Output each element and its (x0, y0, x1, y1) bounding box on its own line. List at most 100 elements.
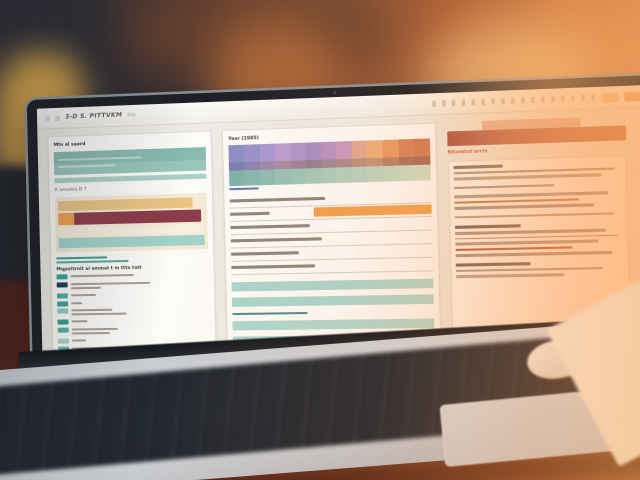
row-label (230, 212, 270, 216)
list-item-text (71, 307, 210, 317)
table-stripe (232, 278, 433, 291)
webcam-icon (333, 91, 336, 94)
heatmap-cell (336, 167, 352, 183)
panel-left: Mtn al saord A amastra B 7 Mqpattrnit al… (47, 130, 217, 374)
list-item-text (71, 299, 210, 306)
heatmap-cell (260, 169, 276, 185)
heatmap-cell (245, 169, 261, 185)
toolbar-action-button[interactable] (601, 92, 618, 102)
app-title: 3-D S. PITTVKM (65, 112, 123, 121)
chart-bar (58, 210, 202, 226)
text-line (454, 184, 554, 189)
heatmap (229, 138, 431, 186)
section-label: A amastra B 7 (55, 185, 169, 193)
list-item[interactable] (57, 291, 210, 299)
chart-link[interactable] (56, 260, 129, 264)
chart-bar (58, 197, 193, 211)
row-label (231, 252, 298, 256)
heatmap-cell (306, 168, 322, 184)
panel-header-bar (447, 125, 627, 146)
toolbar-icon-strip[interactable] (432, 94, 596, 107)
teal-banner (54, 147, 207, 175)
bar-cap (58, 213, 74, 225)
heatmap-cell (367, 166, 383, 182)
text-line (455, 240, 598, 246)
heatmap-cell (382, 139, 398, 157)
horizontal-bar-chart (55, 193, 209, 253)
text-line (453, 173, 601, 180)
list-header: Mqpattrnit al ammat t m ttta tatt (56, 265, 170, 272)
heatmap-cell (352, 166, 368, 182)
heatmap-cell (351, 140, 367, 158)
list-item-thumbnail (56, 275, 67, 280)
window-control-icon[interactable] (55, 115, 60, 120)
heatmap-cell (414, 164, 430, 180)
list-item[interactable] (56, 272, 209, 280)
list-item-text (71, 280, 210, 291)
heatmap-cell (229, 170, 244, 186)
chart-bar (58, 224, 205, 236)
list-item-text (71, 291, 210, 298)
list-item-thumbnail (57, 301, 68, 306)
heatmap-cell (398, 139, 414, 157)
heatmap-cell (259, 143, 275, 161)
text-line (454, 198, 580, 204)
list-item[interactable] (57, 280, 210, 291)
list-item-thumbnail (58, 328, 69, 333)
list-item[interactable] (58, 318, 211, 325)
heatmap-cell (336, 141, 352, 159)
text-line (456, 273, 565, 278)
heatmap-cell (274, 143, 290, 161)
list-item-text (71, 318, 210, 324)
orange-highlight-bar (314, 204, 432, 216)
text-line (455, 251, 611, 257)
table-stripe (233, 318, 434, 330)
text-line (456, 267, 604, 272)
list-item-text (72, 326, 211, 336)
window-control-icon[interactable] (45, 116, 50, 121)
heatmap-cell (320, 141, 336, 159)
text-line (454, 191, 609, 198)
heatmap-cell (399, 165, 415, 181)
text-line (453, 164, 503, 169)
row-label (231, 238, 322, 243)
chart-link[interactable] (56, 256, 107, 259)
heatmap-cell (367, 140, 383, 158)
toolbar-action-button[interactable] (624, 91, 640, 101)
heatmap-cell (275, 169, 291, 185)
heatmap-cell (305, 142, 321, 160)
red-link[interactable]: Sttamtat arrts (447, 146, 581, 156)
heatmap-selector[interactable] (230, 187, 259, 190)
row-label (232, 265, 315, 269)
list-item[interactable] (58, 326, 211, 336)
heatmap-cell (414, 138, 430, 156)
chart-bar (59, 235, 206, 248)
list-item-thumbnail (57, 293, 68, 298)
chart-links (56, 254, 209, 263)
text-line (455, 229, 606, 235)
heatmap-cell (383, 165, 399, 181)
list-item[interactable] (57, 307, 210, 317)
text-line (455, 262, 530, 267)
heatmap-cell (290, 142, 306, 160)
form-row[interactable] (231, 257, 432, 274)
heatmap-cell (244, 144, 260, 162)
list-item[interactable] (57, 299, 210, 307)
toolbar-spacer (144, 104, 427, 115)
row-label (230, 197, 325, 202)
list-item-text (70, 272, 209, 279)
text-line (455, 246, 572, 251)
text-line (455, 224, 522, 229)
list-item-thumbnail (58, 320, 69, 325)
list-item-thumbnail (57, 309, 68, 314)
table-stripe (233, 312, 308, 315)
text-line (454, 203, 593, 209)
heatmap-cell (229, 144, 245, 162)
list-item-thumbnail (57, 282, 68, 287)
app-subtitle: 40y (127, 112, 136, 117)
left-panel-title: Mtn al saord (54, 139, 168, 148)
table-stripe (232, 294, 433, 307)
teal-strip (54, 173, 207, 183)
row-label (231, 224, 310, 229)
list-item-thumbnail (58, 338, 69, 343)
